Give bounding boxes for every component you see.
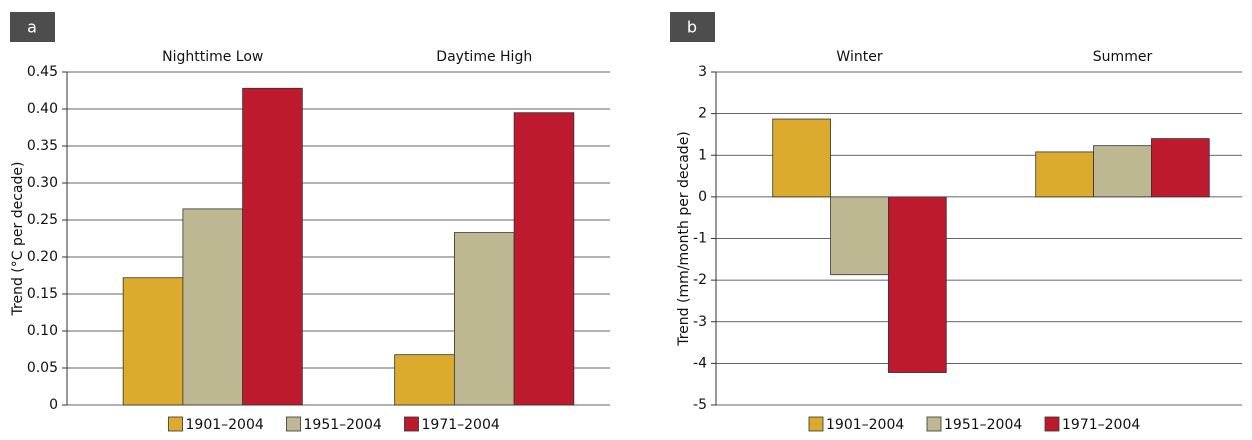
legend-swatch bbox=[404, 416, 419, 432]
y-tick-label: 0.10 bbox=[27, 323, 58, 339]
legend-label: 1971–2004 bbox=[1062, 417, 1140, 433]
category-label: Winter bbox=[836, 49, 882, 65]
y-tick-label: 0.40 bbox=[27, 101, 58, 117]
y-tick-label: 0.35 bbox=[27, 138, 58, 154]
y-axis-title: Trend (mm/month per decade) bbox=[676, 131, 692, 347]
bar bbox=[1151, 138, 1210, 198]
y-tick-label: 0.25 bbox=[27, 212, 58, 228]
y-tick-label: -4 bbox=[693, 355, 707, 371]
panel-box bbox=[10, 12, 55, 42]
panel-label: a bbox=[27, 18, 37, 37]
y-tick-label: -2 bbox=[693, 272, 707, 288]
bar bbox=[513, 112, 575, 406]
y-tick-label: 0.20 bbox=[27, 249, 58, 265]
bar bbox=[394, 354, 455, 406]
legend-swatch bbox=[926, 416, 942, 432]
legend-label: 1951–2004 bbox=[944, 417, 1022, 433]
chart: a Trend (°C per decade) 0 0.05 0.10 0.15 0.20 0… bbox=[10, 12, 610, 433]
legend-label: 1901–2004 bbox=[186, 417, 264, 433]
y-tick-label: 0.15 bbox=[27, 286, 58, 302]
panel-box bbox=[670, 12, 715, 42]
y-tick-label: -1 bbox=[693, 231, 707, 247]
legend-label: 1971–2004 bbox=[422, 417, 500, 433]
y-tick-label: 0.30 bbox=[27, 175, 58, 191]
bar bbox=[772, 118, 831, 198]
y-tick-label: 0.05 bbox=[27, 360, 58, 376]
y-tick-label: -3 bbox=[693, 314, 707, 330]
y-tick-label: 2 bbox=[698, 106, 707, 122]
legend-label: 1901–2004 bbox=[826, 417, 904, 433]
y-tick-label: 1 bbox=[698, 147, 707, 163]
y-tick-label: 0.45 bbox=[27, 64, 58, 80]
panel-label: b bbox=[687, 18, 697, 37]
bar bbox=[122, 277, 184, 406]
legend-swatch bbox=[286, 416, 301, 432]
category-label: Daytime High bbox=[436, 49, 532, 65]
chart: b Trend (mm/month per decade) -5 -4 -3 -2 -1 0 1… bbox=[670, 12, 1242, 433]
bar bbox=[453, 232, 515, 406]
bar bbox=[1035, 151, 1094, 198]
bar bbox=[182, 208, 244, 406]
bar bbox=[242, 87, 303, 406]
y-tick-label: 0 bbox=[698, 189, 707, 205]
y-axis-title: Trend (°C per decade) bbox=[10, 162, 26, 317]
legend-swatch bbox=[1044, 416, 1060, 432]
y-tick-label: -5 bbox=[693, 397, 707, 413]
y-tick-label: 3 bbox=[698, 64, 707, 80]
bar bbox=[830, 196, 889, 276]
bar bbox=[1093, 145, 1152, 198]
y-tick-label: 0 bbox=[49, 397, 58, 413]
category-label: Summer bbox=[1093, 49, 1153, 65]
bar bbox=[888, 196, 947, 373]
legend-swatch bbox=[808, 416, 824, 432]
legend-swatch bbox=[168, 416, 183, 432]
category-label: Nighttime Low bbox=[162, 49, 263, 65]
legend-label: 1951–2004 bbox=[304, 417, 382, 433]
